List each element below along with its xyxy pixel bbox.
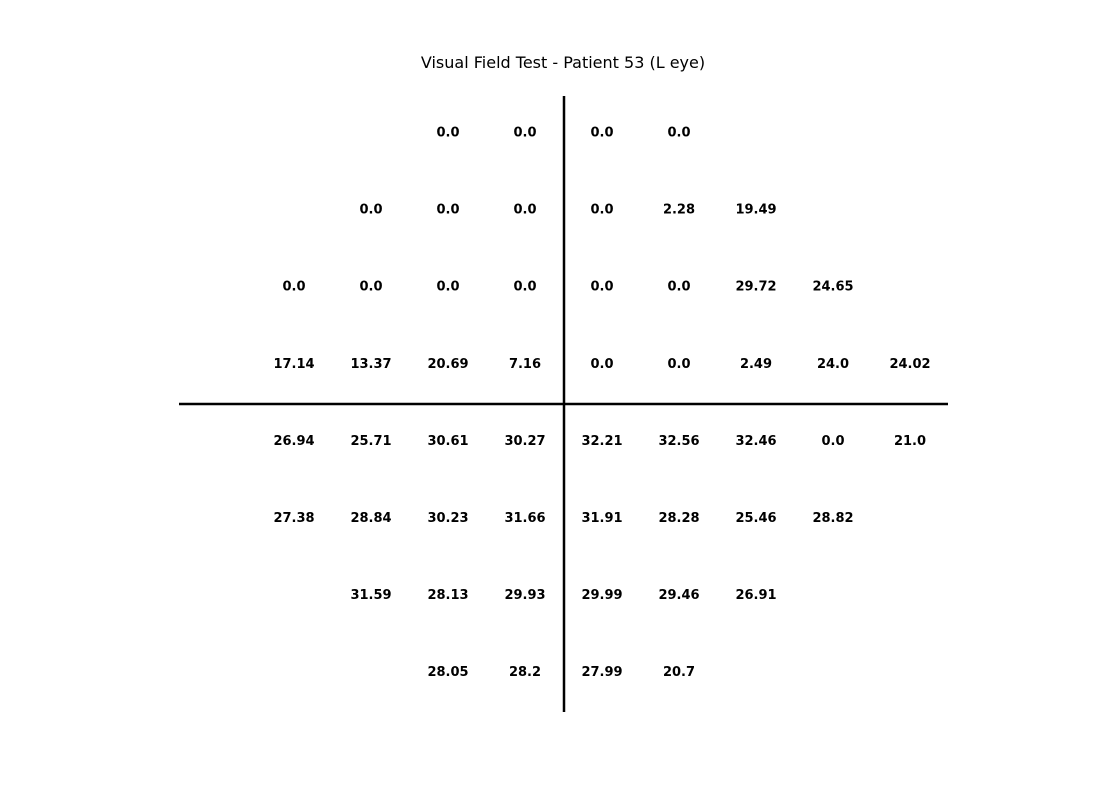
cell-value: 0.0	[667, 357, 690, 372]
cell-value: 0.0	[282, 280, 305, 295]
cell-value: 0.0	[513, 280, 536, 295]
sensitivity-values: 0.0 0.0 0.0 0.0 0.0 0.0 0.0 0.0 2.28 19.49 0.0 0.0 0…	[273, 126, 930, 681]
cell-value: 0.0	[590, 357, 613, 372]
cell-value: 32.56	[658, 434, 699, 449]
cell-value: 30.23	[427, 511, 468, 526]
cell-value: 31.66	[504, 511, 545, 526]
cell-value: 0.0	[513, 203, 536, 218]
cell-value: 20.7	[663, 665, 695, 680]
cell-value: 0.0	[513, 126, 536, 141]
cell-value: 0.0	[667, 126, 690, 141]
cell-value: 28.82	[812, 511, 853, 526]
cell-value: 0.0	[436, 280, 459, 295]
cell-value: 17.14	[273, 357, 314, 372]
cell-value: 28.05	[427, 665, 468, 680]
cell-value: 31.59	[350, 588, 391, 603]
cell-value: 30.61	[427, 434, 468, 449]
cell-value: 0.0	[667, 280, 690, 295]
cell-value: 21.0	[894, 434, 926, 449]
cell-value: 29.99	[581, 588, 622, 603]
cell-value: 2.28	[663, 203, 695, 218]
cell-value: 29.46	[658, 588, 699, 603]
cell-value: 0.0	[359, 203, 382, 218]
cell-value: 32.46	[735, 434, 776, 449]
cell-value: 24.0	[817, 357, 849, 372]
cell-value: 28.2	[509, 665, 541, 680]
cell-value: 26.94	[273, 434, 314, 449]
cell-value: 27.99	[581, 665, 622, 680]
cell-value: 20.69	[427, 357, 468, 372]
cell-value: 0.0	[590, 126, 613, 141]
cell-value: 26.91	[735, 588, 776, 603]
cell-value: 0.0	[821, 434, 844, 449]
cell-value: 2.49	[740, 357, 772, 372]
cell-value: 29.72	[735, 280, 776, 295]
cell-value: 27.38	[273, 511, 314, 526]
cell-value: 30.27	[504, 434, 545, 449]
cell-value: 0.0	[590, 203, 613, 218]
cell-value: 13.37	[350, 357, 391, 372]
cell-value: 25.46	[735, 511, 776, 526]
cell-value: 31.91	[581, 511, 622, 526]
cell-value: 28.13	[427, 588, 468, 603]
cell-value: 0.0	[436, 126, 459, 141]
cell-value: 7.16	[509, 357, 541, 372]
cell-value: 29.93	[504, 588, 545, 603]
cell-value: 24.02	[889, 357, 930, 372]
cell-value: 25.71	[350, 434, 391, 449]
cell-value: 0.0	[359, 280, 382, 295]
cell-value: 28.84	[350, 511, 391, 526]
cell-value: 32.21	[581, 434, 622, 449]
cell-value: 0.0	[436, 203, 459, 218]
cell-value: 19.49	[735, 203, 776, 218]
cell-value: 24.65	[812, 280, 853, 295]
chart-title: Visual Field Test - Patient 53 (L eye)	[421, 53, 705, 72]
cell-value: 0.0	[590, 280, 613, 295]
cell-value: 28.28	[658, 511, 699, 526]
